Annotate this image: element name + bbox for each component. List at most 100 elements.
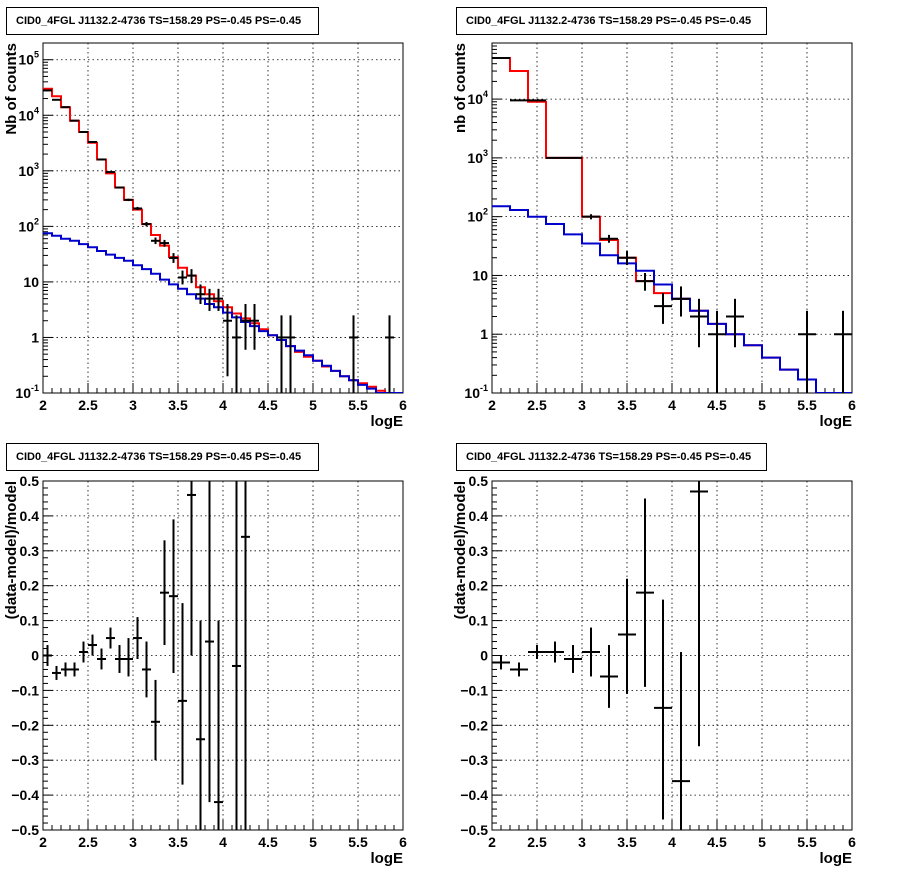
- chart-title: CID0_4FGL J1132.2-4736 TS=158.29 PS=-0.4…: [16, 451, 301, 463]
- data-point: [349, 315, 358, 393]
- data-point: [510, 99, 528, 102]
- data-point: [708, 310, 726, 393]
- y-tick-label: 0.1: [469, 613, 489, 629]
- y-tick-label: 0.2: [20, 578, 40, 594]
- data-point: [726, 298, 744, 348]
- y-tick-label: 103: [18, 161, 39, 179]
- data-point: [43, 645, 52, 666]
- y-tick-label: 0.3: [469, 543, 489, 559]
- y-axis-label: (data-model)/model: [452, 481, 469, 619]
- data-point: [160, 239, 169, 247]
- y-tick-label: 0: [480, 648, 488, 664]
- x-tick-label: 5.5: [797, 834, 817, 850]
- x-tick-label: 5: [758, 834, 766, 850]
- y-tick-label: 10: [23, 274, 39, 290]
- x-tick-label: 3: [578, 397, 586, 413]
- data-point: [187, 481, 196, 656]
- y-tick-label: −0.2: [460, 717, 488, 733]
- x-tick-label: 3: [578, 834, 586, 850]
- plot-area: [492, 57, 852, 393]
- data-point: [286, 315, 295, 393]
- x-tick-label: 3.5: [168, 834, 188, 850]
- data-point: [241, 481, 250, 830]
- x-tick-label: 2.5: [78, 834, 98, 850]
- data-point: [115, 186, 124, 189]
- data-point: [151, 679, 160, 761]
- y-ticks: [43, 42, 53, 394]
- y-tick-label: 0: [31, 648, 39, 664]
- data-point: [654, 293, 672, 324]
- data-point: [250, 304, 259, 350]
- data-point: [385, 315, 394, 393]
- x-tick-label: 2.5: [527, 834, 547, 850]
- y-tick-label: 1: [480, 326, 488, 342]
- x-tick-label: 3.5: [168, 397, 188, 413]
- data-point: [124, 638, 133, 677]
- x-tick-label: 5: [309, 834, 317, 850]
- series-line-blue: [492, 205, 852, 393]
- data-point: [510, 662, 528, 677]
- y-axis-label: nb of counts: [452, 43, 469, 133]
- y-tick-label: 103: [467, 148, 488, 166]
- x-ticks: [42, 820, 404, 830]
- y-tick-label: 102: [18, 216, 39, 234]
- data-point: [61, 662, 70, 677]
- grid: [492, 481, 852, 830]
- data-point: [52, 665, 61, 680]
- data-point: [106, 171, 115, 174]
- data-point: [654, 599, 672, 820]
- data-point: [97, 158, 106, 161]
- x-tick-label: 2: [39, 397, 47, 413]
- x-tick-label: 6: [848, 834, 856, 850]
- data-point: [564, 645, 582, 673]
- x-tick-label: 4.5: [707, 834, 727, 850]
- chart-panel-top-left: CID0_4FGL J1132.2-4736 TS=158.29 PS=-0.4…: [3, 7, 407, 430]
- y-axis-label: Nb of counts: [3, 43, 20, 135]
- y-tick-label: 0.4: [20, 508, 40, 524]
- chart-panel-top-right: CID0_4FGL J1132.2-4736 TS=158.29 PS=-0.4…: [452, 7, 856, 430]
- data-point: [690, 481, 708, 747]
- chart-title-box: [6, 443, 319, 471]
- x-tick-label: 2.5: [527, 397, 547, 413]
- y-tick-label: 10-1: [464, 383, 488, 401]
- x-tick-label: 2: [488, 397, 496, 413]
- x-axis-label: logE: [820, 850, 853, 867]
- data-point: [178, 603, 187, 785]
- data-point: [528, 645, 546, 659]
- y-tick-label: −0.4: [460, 787, 488, 803]
- chart-title: CID0_4FGL J1132.2-4736 TS=158.29 PS=-0.4…: [466, 451, 751, 463]
- data-point: [124, 198, 133, 202]
- chart-panel-bottom-left: CID0_4FGL J1132.2-4736 TS=158.29 PS=-0.4…: [3, 443, 407, 867]
- data-point: [43, 89, 52, 92]
- data-point: [160, 540, 169, 646]
- y-ticks: [492, 480, 502, 831]
- x-tick-label: 4.5: [707, 397, 727, 413]
- data-point: [214, 288, 223, 311]
- y-tick-label: 0.4: [469, 508, 489, 524]
- grid: [43, 43, 403, 393]
- data-point: [546, 641, 564, 663]
- x-tick-label: 6: [848, 397, 856, 413]
- y-tick-label: 105: [18, 50, 39, 68]
- data-point: [834, 310, 852, 393]
- y-tick-label: −0.2: [11, 717, 39, 733]
- data-point: [178, 270, 187, 285]
- data-point: [205, 288, 214, 311]
- x-tick-label: 5: [758, 397, 766, 413]
- x-tick-label: 5.5: [797, 397, 817, 413]
- data-point: [169, 519, 178, 673]
- y-tick-label: 104: [467, 89, 488, 107]
- x-tick-label: 4.5: [258, 397, 278, 413]
- x-tick-label: 3: [129, 397, 137, 413]
- y-ticks: [492, 42, 502, 394]
- y-ticks: [43, 480, 53, 831]
- data-point: [582, 214, 600, 220]
- x-tick-label: 4: [219, 397, 227, 413]
- data-point: [618, 578, 636, 694]
- x-tick-label: 4.5: [258, 834, 278, 850]
- data-point: [70, 662, 79, 677]
- plot-area: [492, 481, 708, 830]
- data-point: [151, 237, 160, 245]
- y-tick-label: 1: [31, 329, 39, 345]
